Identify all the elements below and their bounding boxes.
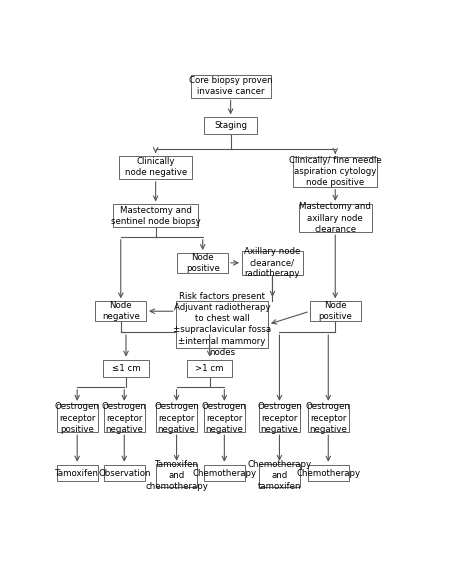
FancyBboxPatch shape [308,404,349,432]
Text: Node
positive: Node positive [186,253,220,273]
Text: Oestrogen
receptor
negative: Oestrogen receptor negative [202,403,247,433]
Text: Oestrogen
receptor
negative: Oestrogen receptor negative [306,403,351,433]
FancyBboxPatch shape [204,465,245,481]
FancyBboxPatch shape [57,404,98,432]
Text: Staging: Staging [214,121,247,130]
Text: Oestrogen
receptor
negative: Oestrogen receptor negative [102,403,147,433]
Text: >1 cm: >1 cm [195,364,224,373]
Text: Node
positive: Node positive [318,301,352,321]
FancyBboxPatch shape [57,465,98,481]
FancyBboxPatch shape [204,404,245,432]
FancyBboxPatch shape [293,157,377,187]
Text: Node
negative: Node negative [102,301,140,321]
FancyBboxPatch shape [259,464,300,486]
Text: Chemotherapy: Chemotherapy [296,469,360,477]
Text: Core biopsy proven
invasive cancer: Core biopsy proven invasive cancer [189,76,272,96]
Text: Clinically/ fine needle
aspiration cytology
node positive: Clinically/ fine needle aspiration cytol… [289,156,382,187]
FancyBboxPatch shape [177,253,228,273]
FancyBboxPatch shape [242,251,303,275]
FancyBboxPatch shape [176,301,268,348]
Text: Tamoxifen
and
chemotherapy: Tamoxifen and chemotherapy [145,460,208,491]
Text: Axillary node
clearance/
radiotherapy: Axillary node clearance/ radiotherapy [244,247,301,279]
Text: Oestrogen
receptor
positive: Oestrogen receptor positive [55,403,99,433]
FancyBboxPatch shape [104,465,145,481]
FancyBboxPatch shape [113,204,198,227]
FancyBboxPatch shape [308,465,349,481]
FancyBboxPatch shape [104,360,148,377]
FancyBboxPatch shape [104,404,145,432]
FancyBboxPatch shape [299,204,372,232]
FancyBboxPatch shape [190,75,271,98]
Text: Observation: Observation [98,469,150,477]
Text: Chemotherapy
and
tamoxifen: Chemotherapy and tamoxifen [248,460,311,491]
FancyBboxPatch shape [187,360,232,377]
Text: Tamoxifen: Tamoxifen [55,469,99,477]
FancyBboxPatch shape [119,156,192,179]
Text: Clinically
node negative: Clinically node negative [125,158,187,178]
FancyBboxPatch shape [156,404,197,432]
FancyBboxPatch shape [204,117,257,134]
Text: Oestrogen
receptor
negative: Oestrogen receptor negative [257,403,302,433]
Text: Mastectomy and
axillary node
clearance: Mastectomy and axillary node clearance [299,202,371,234]
Text: Mastectomy and
sentinel node biopsy: Mastectomy and sentinel node biopsy [111,206,201,226]
FancyBboxPatch shape [156,464,197,486]
Text: Risk factors present
Adjuvant radiotherapy
to chest wall
±supraclavicular fossa
: Risk factors present Adjuvant radiothera… [173,292,271,357]
Text: Chemotherapy: Chemotherapy [192,469,256,477]
Text: Oestrogen
receptor
negative: Oestrogen receptor negative [154,403,199,433]
FancyBboxPatch shape [259,404,300,432]
FancyBboxPatch shape [95,301,146,321]
Text: ≤1 cm: ≤1 cm [112,364,140,373]
FancyBboxPatch shape [310,301,360,321]
